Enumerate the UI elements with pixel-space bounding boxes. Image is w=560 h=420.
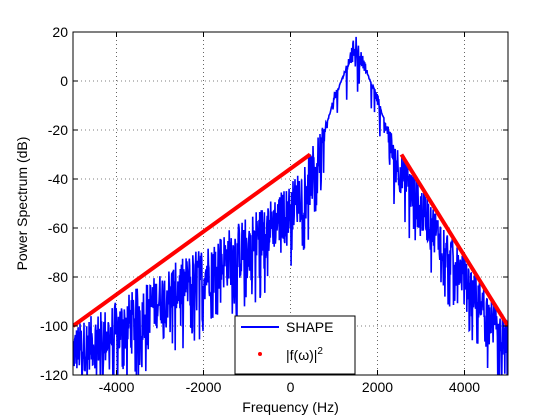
- y-tick-label: -80: [48, 269, 68, 285]
- y-axis-label: Power Spectrum (dB): [14, 137, 30, 271]
- x-tick-label: 0: [287, 379, 295, 395]
- x-tick-label: 4000: [449, 379, 480, 395]
- x-tick-label: -4000: [99, 379, 135, 395]
- y-tick-label: -100: [40, 318, 68, 334]
- y-tick-label: -40: [48, 171, 68, 187]
- x-axis-label: Frequency (Hz): [242, 399, 338, 415]
- f-omega-segment: [399, 153, 508, 328]
- axis-ticks: [73, 31, 508, 376]
- f-omega-segment: [73, 152, 312, 328]
- f-omega-series-line: [73, 152, 508, 328]
- legend-box: [234, 315, 356, 375]
- y-tick-label: 0: [60, 73, 68, 89]
- y-tick-label: -20: [48, 122, 68, 138]
- shape-series-trace: [73, 36, 508, 375]
- legend-label-f-omega-base: |f(ω)|: [286, 347, 317, 363]
- legend-swatch-f-omega: [258, 352, 262, 356]
- legend-label-shape: SHAPE: [286, 319, 333, 335]
- x-tick-label: -2000: [186, 379, 222, 395]
- tick-labels: -4000 -2000 0 2000 4000 -120 -100 -80 -60 -40 -20 0…: [40, 24, 480, 395]
- x-tick-label: 2000: [362, 379, 393, 395]
- legend-label-f-omega: |f(ω)|2: [286, 346, 323, 363]
- y-tick-label: 20: [52, 24, 68, 40]
- legend-label-f-omega-sup: 2: [317, 346, 323, 357]
- shape-series-line: [73, 36, 508, 375]
- plot-area: [73, 36, 508, 375]
- y-tick-label: -120: [40, 367, 68, 383]
- legend: SHAPE |f(ω)|2: [234, 315, 356, 375]
- y-tick-label: -60: [48, 220, 68, 236]
